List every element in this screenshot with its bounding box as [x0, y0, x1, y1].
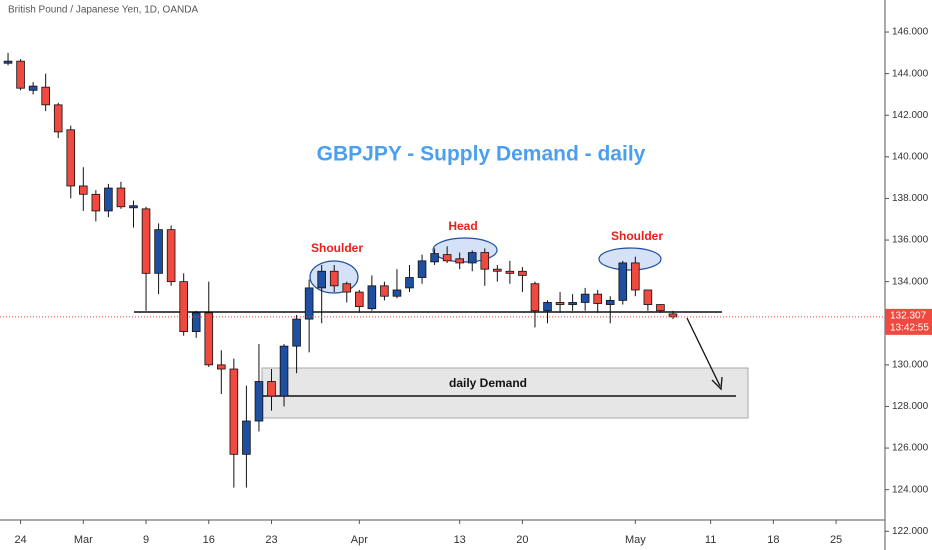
candle-body: [568, 302, 577, 305]
candle-body: [16, 60, 25, 89]
x-tick-label: 24: [14, 534, 26, 546]
x-tick-label: 16: [203, 534, 215, 546]
candle-body: [204, 312, 214, 366]
candle-body: [254, 381, 264, 422]
candle-body: [3, 60, 13, 64]
candle-body: [467, 252, 477, 264]
x-tick-label: May: [625, 534, 646, 546]
candle-body: [480, 252, 490, 270]
candle-body: [380, 285, 389, 297]
drawings: [134, 237, 749, 419]
candle-body: [79, 185, 88, 195]
x-tick-label: 18: [767, 534, 779, 546]
candle-body: [129, 205, 138, 209]
candle-body: [405, 277, 414, 289]
x-tick-label: Apr: [351, 534, 368, 546]
candle-body: [605, 299, 615, 305]
y-tick-label: 134.000: [892, 276, 929, 287]
candle-body: [555, 302, 565, 305]
y-tick-label: 146.000: [892, 27, 929, 38]
candle-body: [392, 289, 402, 297]
candle-body: [329, 270, 339, 287]
candle-body: [430, 253, 439, 263]
y-tick-label: 124.000: [892, 484, 929, 495]
y-tick-label: 128.000: [892, 401, 929, 412]
last-price-box: [885, 308, 932, 335]
candle-body: [455, 258, 464, 264]
y-tick-label: 140.000: [892, 151, 929, 162]
y-tick-label: 138.000: [892, 193, 929, 204]
y-tick-label: 136.000: [892, 235, 929, 246]
candle-body: [355, 291, 364, 308]
y-tick-label: 122.000: [892, 526, 929, 537]
candle-body: [141, 208, 151, 274]
candle-body: [618, 262, 628, 301]
x-tick-label: 11: [705, 534, 716, 546]
candle-body: [442, 254, 452, 262]
candle-body: [580, 293, 590, 303]
candle-body: [91, 193, 101, 212]
y-tick-label: 130.000: [892, 360, 929, 371]
demand-zone: [261, 367, 749, 419]
y-tick-label: 144.000: [892, 68, 929, 79]
candle-body: [217, 364, 226, 370]
x-tick-label: 25: [830, 534, 842, 546]
candle-body: [505, 270, 515, 274]
chart-header: British Pound / Japanese Yen, 1D, OANDA: [8, 5, 198, 16]
candle-body: [593, 293, 602, 304]
x-axis-bg: [0, 520, 885, 550]
x-tick-label: Mar: [74, 534, 93, 546]
candle-body: [304, 287, 314, 320]
candle-body: [28, 85, 38, 91]
last-price-label: 132.307: [890, 311, 927, 322]
candle-body: [191, 312, 201, 332]
x-tick-label: 13: [454, 534, 466, 546]
candle-body: [267, 381, 276, 397]
annotation: Shoulder: [611, 229, 663, 243]
y-tick-label: 142.000: [892, 110, 929, 121]
candle-body: [417, 260, 427, 278]
arrow-head: [711, 376, 723, 391]
chart-title: GBPJPY - Supply Demand - daily: [317, 143, 646, 166]
y-axis-bg: [885, 0, 932, 550]
candle-body: [543, 302, 552, 312]
candle-body: [104, 187, 113, 212]
candle-body: [41, 86, 50, 106]
arrow-shaft: [686, 317, 721, 387]
candle-body: [279, 345, 289, 397]
candle-body: [292, 318, 301, 347]
candle-body: [242, 420, 251, 455]
candle-body: [631, 262, 640, 291]
candle-body: [166, 229, 176, 283]
candle-body: [643, 289, 653, 305]
candle-body: [53, 104, 63, 133]
candle-body: [656, 304, 665, 312]
candle-body: [518, 270, 527, 276]
shoulder-ellipse: [598, 247, 662, 271]
x-tick-label: 23: [265, 534, 277, 546]
candle-body: [116, 187, 126, 208]
candle-body: [154, 229, 163, 274]
candle-body: [317, 270, 326, 289]
annotation: Head: [448, 219, 477, 233]
annotation: daily Demand: [449, 376, 527, 390]
candle-body: [342, 283, 352, 293]
candle-body: [493, 268, 502, 272]
candle-body: [179, 281, 188, 332]
candle-body: [229, 368, 239, 455]
candle-body: [367, 285, 377, 310]
candle-body: [530, 283, 540, 312]
annotation: Shoulder: [311, 241, 363, 255]
candle-body: [66, 129, 76, 187]
countdown-label: 13:42:55: [890, 323, 929, 334]
y-tick-label: 126.000: [892, 443, 929, 454]
x-tick-label: 9: [143, 534, 149, 546]
x-tick-label: 20: [516, 534, 528, 546]
